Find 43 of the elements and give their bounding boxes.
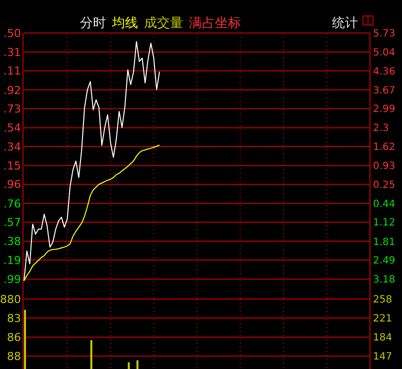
text: .11 bbox=[4, 64, 21, 78]
text: .50 bbox=[4, 26, 21, 40]
y-tick-label: 2.3 bbox=[373, 123, 389, 134]
text: .38 bbox=[4, 235, 21, 248]
line-series bbox=[24, 144, 160, 282]
y-tick-label: 147 bbox=[373, 352, 392, 363]
y-tick-label: 1.12 bbox=[373, 218, 396, 229]
text: 均线 bbox=[111, 16, 138, 31]
y-tick-label: 1.81 bbox=[373, 236, 396, 248]
text: .76 bbox=[4, 197, 21, 210]
text: 83 bbox=[7, 312, 21, 325]
y-tick-label: 0.25 bbox=[373, 180, 396, 191]
text: 成交量 bbox=[144, 15, 183, 31]
y-tick-label: 184 bbox=[373, 332, 392, 344]
text: .99 bbox=[4, 272, 21, 286]
text: .92 bbox=[4, 84, 21, 97]
text: 86 bbox=[7, 330, 21, 344]
y-tick-label: 5.04 bbox=[373, 48, 396, 59]
text: 880 bbox=[0, 292, 21, 306]
text: .96 bbox=[4, 178, 21, 192]
line-series bbox=[24, 41, 160, 282]
y-tick-label: 5.73 bbox=[373, 28, 396, 40]
text: 统计 bbox=[332, 16, 358, 31]
y-tick-label: 0.93 bbox=[373, 161, 396, 172]
text: .31 bbox=[4, 46, 21, 59]
text: .15 bbox=[4, 159, 21, 172]
y-tick-label: 0.44 bbox=[373, 198, 396, 210]
text: 分时 bbox=[80, 16, 106, 31]
y-tick-label: 3.18 bbox=[373, 274, 396, 286]
text: .19 bbox=[4, 254, 21, 267]
y-tick-label: 221 bbox=[373, 314, 392, 325]
text: 88 bbox=[7, 350, 21, 363]
text: .57 bbox=[4, 216, 21, 230]
y-tick-label: 258 bbox=[373, 294, 392, 306]
y-tick-label: 4.36 bbox=[373, 66, 396, 78]
text: 满占坐标 bbox=[189, 16, 241, 31]
y-tick-label: 2.99 bbox=[373, 104, 396, 116]
y-tick-label: 2.49 bbox=[373, 256, 396, 267]
y-tick-label: 3.67 bbox=[373, 85, 396, 96]
text: .34 bbox=[4, 140, 21, 154]
text: .73 bbox=[4, 102, 21, 116]
text: .54 bbox=[4, 122, 21, 135]
y-tick-label: 1.62 bbox=[373, 142, 396, 154]
